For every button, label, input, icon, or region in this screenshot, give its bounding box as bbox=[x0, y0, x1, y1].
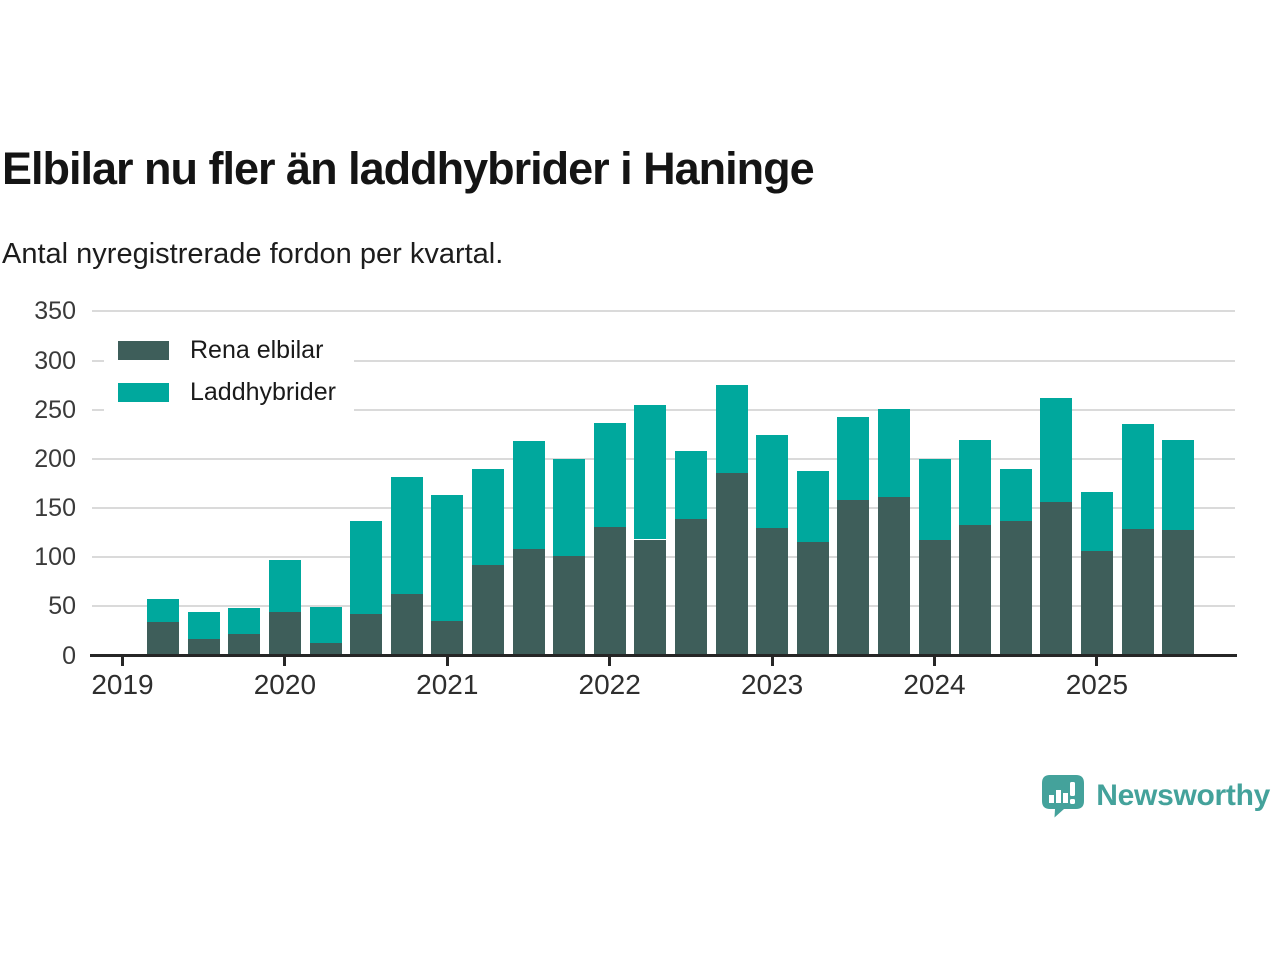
bar-segment-rena-elbilar bbox=[959, 524, 992, 656]
bar-segment-laddhybrider bbox=[390, 476, 423, 594]
chart-title: Elbilar nu fler än laddhybrider i Haning… bbox=[2, 143, 815, 194]
bar-segment-laddhybrider bbox=[228, 608, 261, 634]
bar-segment-rena-elbilar bbox=[147, 622, 180, 656]
bar-segment-laddhybrider bbox=[431, 495, 464, 622]
bar-segment-rena-elbilar bbox=[512, 549, 545, 656]
bar-segment-laddhybrider bbox=[756, 435, 789, 528]
bar-segment-rena-elbilar bbox=[431, 621, 464, 656]
bar-segment-laddhybrider bbox=[715, 385, 748, 473]
bar-segment-rena-elbilar bbox=[268, 612, 301, 656]
chart-subtitle: Antal nyregistrerade fordon per kvartal. bbox=[2, 238, 504, 270]
bar-segment-laddhybrider bbox=[471, 468, 504, 566]
legend-swatch-rena-elbilar bbox=[118, 341, 169, 360]
y-tick-label: 350 bbox=[34, 297, 76, 326]
bar-segment-rena-elbilar bbox=[187, 638, 220, 656]
x-axis-tick bbox=[933, 657, 936, 666]
bar-segment-laddhybrider bbox=[187, 612, 220, 639]
bar-segment-laddhybrider bbox=[837, 416, 870, 501]
bar-segment-rena-elbilar bbox=[1162, 529, 1195, 656]
legend-swatch-laddhybrider bbox=[118, 383, 169, 402]
bar-segment-rena-elbilar bbox=[674, 518, 707, 656]
chart-legend: Rena elbilar Laddhybrider bbox=[104, 330, 354, 413]
bar-segment-laddhybrider bbox=[1121, 424, 1154, 529]
x-axis-tick bbox=[121, 657, 124, 666]
gridline bbox=[92, 359, 1235, 362]
gridline bbox=[92, 310, 1235, 313]
bar-segment-laddhybrider bbox=[1040, 397, 1073, 503]
newsworthy-brand: Newsworthy bbox=[1041, 774, 1270, 822]
bar-segment-rena-elbilar bbox=[715, 472, 748, 656]
bar-segment-rena-elbilar bbox=[593, 526, 626, 656]
x-tick-label: 2024 bbox=[903, 669, 966, 700]
legend-item-laddhybrider: Laddhybrider bbox=[118, 378, 336, 407]
brand-name: Newsworthy bbox=[1096, 779, 1270, 812]
y-tick-label: 200 bbox=[34, 444, 76, 473]
y-tick-label: 0 bbox=[62, 641, 76, 670]
bar-segment-rena-elbilar bbox=[756, 527, 789, 656]
bar-segment-laddhybrider bbox=[674, 451, 707, 519]
y-tick-label: 300 bbox=[34, 346, 76, 375]
bar-segment-rena-elbilar bbox=[1040, 502, 1073, 656]
x-tick-label: 2019 bbox=[91, 669, 154, 700]
x-axis-line bbox=[90, 654, 1237, 657]
legend-label: Laddhybrider bbox=[190, 378, 336, 406]
bar-segment-rena-elbilar bbox=[309, 642, 342, 656]
x-tick-label: 2023 bbox=[740, 669, 804, 700]
bar-segment-laddhybrider bbox=[268, 560, 301, 613]
bar-chart-speech-bubble-icon bbox=[1042, 775, 1085, 818]
x-tick-label: 2021 bbox=[416, 669, 479, 700]
bar-segment-rena-elbilar bbox=[471, 565, 504, 656]
bar-segment-laddhybrider bbox=[1080, 492, 1113, 552]
x-axis-tick bbox=[770, 657, 774, 666]
bar-segment-rena-elbilar bbox=[390, 593, 423, 656]
legend-item-rena-elbilar: Rena elbilar bbox=[118, 336, 336, 365]
bar-segment-laddhybrider bbox=[147, 599, 180, 623]
x-tick-label: 2025 bbox=[1065, 669, 1129, 700]
bar-segment-laddhybrider bbox=[959, 440, 992, 525]
bar-segment-rena-elbilar bbox=[796, 542, 829, 656]
bar-segment-rena-elbilar bbox=[877, 497, 910, 656]
x-tick-label: 2020 bbox=[253, 669, 317, 700]
bar-segment-laddhybrider bbox=[593, 422, 626, 527]
bar-segment-laddhybrider bbox=[634, 404, 667, 540]
x-axis-tick bbox=[608, 657, 612, 666]
y-tick-label: 50 bbox=[48, 592, 76, 621]
bar-segment-rena-elbilar bbox=[350, 614, 383, 656]
y-tick-label: 150 bbox=[34, 494, 76, 523]
y-tick-label: 100 bbox=[34, 543, 76, 572]
bar-segment-laddhybrider bbox=[918, 458, 951, 541]
bar-segment-rena-elbilar bbox=[553, 556, 586, 656]
bar-segment-laddhybrider bbox=[350, 520, 383, 615]
bar-segment-laddhybrider bbox=[877, 408, 910, 498]
x-axis-tick bbox=[445, 657, 449, 666]
bar-segment-rena-elbilar bbox=[228, 633, 261, 656]
x-tick-label: 2022 bbox=[578, 669, 641, 700]
bar-segment-rena-elbilar bbox=[918, 540, 951, 656]
bar-segment-laddhybrider bbox=[553, 458, 586, 557]
bar-segment-rena-elbilar bbox=[1080, 551, 1113, 656]
y-tick-label: 250 bbox=[34, 395, 76, 424]
bar-segment-rena-elbilar bbox=[999, 520, 1032, 656]
x-axis-tick bbox=[283, 657, 287, 666]
bar-segment-laddhybrider bbox=[512, 441, 545, 550]
bar-segment-rena-elbilar bbox=[634, 539, 667, 656]
bar-segment-rena-elbilar bbox=[1121, 528, 1154, 656]
bar-segment-laddhybrider bbox=[999, 468, 1032, 521]
bar-segment-laddhybrider bbox=[796, 470, 829, 543]
bar-segment-laddhybrider bbox=[1162, 440, 1195, 530]
legend-label: Rena elbilar bbox=[190, 336, 324, 364]
x-axis-tick bbox=[1095, 657, 1099, 666]
bar-segment-laddhybrider bbox=[309, 607, 342, 643]
bar-segment-rena-elbilar bbox=[837, 500, 870, 656]
